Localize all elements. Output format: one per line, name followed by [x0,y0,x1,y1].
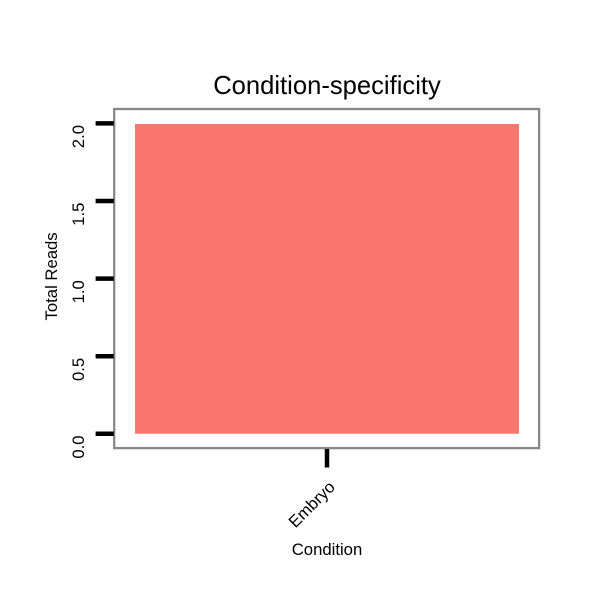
svg-text:Total Reads: Total Reads [42,232,61,320]
svg-text:Condition: Condition [292,540,363,559]
svg-text:0.5: 0.5 [69,358,88,381]
svg-text:1.0: 1.0 [69,280,88,303]
svg-text:0.0: 0.0 [69,435,88,458]
svg-text:Condition-specificity: Condition-specificity [213,72,441,100]
svg-text:1.5: 1.5 [69,203,88,226]
svg-text:2.0: 2.0 [69,125,88,148]
